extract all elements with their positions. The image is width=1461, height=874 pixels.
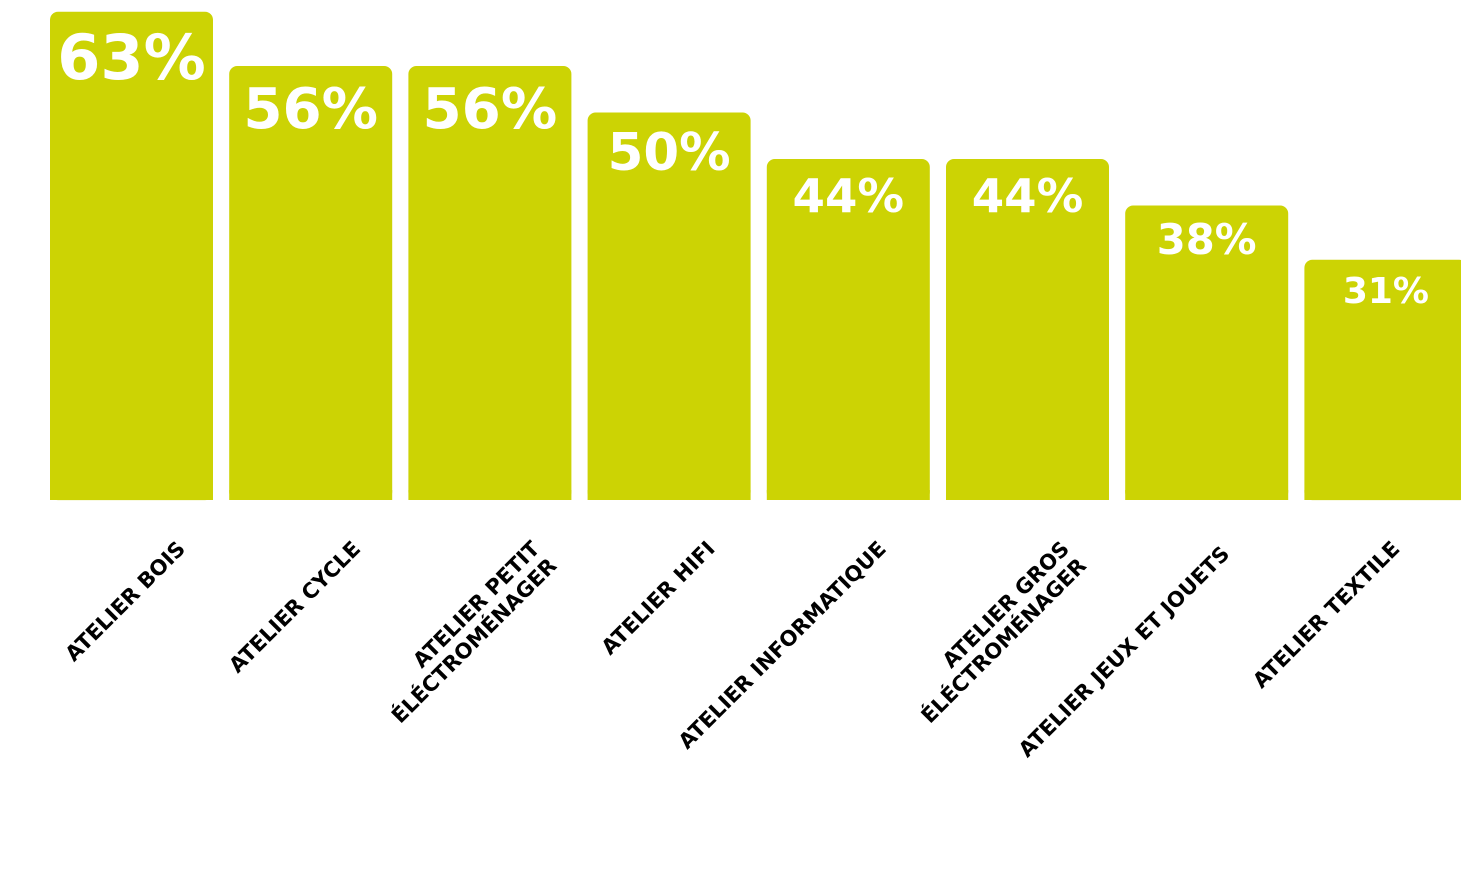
bar (1125, 205, 1289, 500)
data-label: 56% (243, 77, 378, 142)
data-label: 38% (1157, 215, 1257, 264)
bar-base (946, 490, 1109, 500)
category-label: ATELIER INFORMATIQUE (674, 537, 891, 754)
bar (408, 66, 572, 500)
data-label: 56% (423, 77, 558, 142)
category-label: ATELIER HIFI (597, 537, 720, 660)
bars-layer (50, 11, 1461, 501)
bar (587, 112, 751, 500)
bar (50, 11, 213, 501)
category-label-line: ATELIER TEXTILE (1248, 537, 1404, 693)
category-labels-layer: ATELIER BOIS ATELIER CYCLE ATELIER PETITÉL… (61, 536, 1405, 762)
category-label: ATELIER CYCLE (224, 537, 365, 678)
category-label: ATELIER BOIS (61, 537, 190, 666)
category-label-line: ATELIER CYCLE (224, 537, 365, 678)
data-label: 44% (793, 169, 905, 223)
data-label: 44% (972, 169, 1084, 223)
bar (766, 159, 930, 500)
category-label-line: ÉLÉCTROMÉNAGER (386, 553, 561, 728)
category-label: ATELIER TEXTILE (1248, 537, 1404, 693)
category-label-line: ATELIER INFORMATIQUE (674, 537, 891, 754)
bar-base (50, 490, 213, 500)
bar-base (1304, 490, 1461, 500)
category-label-line: ATELIER BOIS (61, 537, 190, 666)
bar-base (766, 490, 930, 500)
category-label-line: ATELIER HIFI (597, 537, 720, 660)
bar-base (408, 490, 572, 500)
value-labels-layer: 63% 56% 56% 50% 44% 44% 38% 31% (57, 21, 1429, 312)
data-label: 31% (1343, 271, 1429, 312)
bar (946, 159, 1109, 500)
bar (229, 66, 393, 500)
data-label: 63% (57, 21, 205, 94)
data-label: 50% (608, 123, 731, 183)
bar-base (1125, 490, 1289, 500)
bar-base (229, 490, 393, 500)
bar (1304, 259, 1461, 501)
bar-base (587, 490, 751, 500)
